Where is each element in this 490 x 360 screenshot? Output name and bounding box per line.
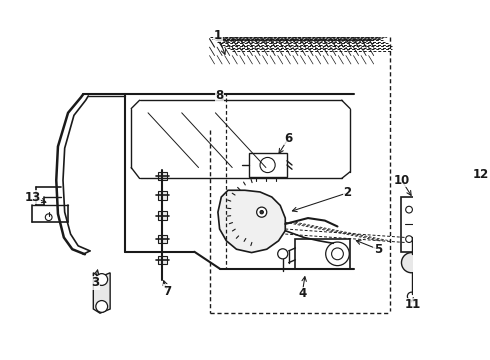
Circle shape [406,236,413,243]
Bar [401,197,439,252]
Bar [249,153,287,177]
Circle shape [96,274,108,285]
Circle shape [401,253,422,273]
Text: 12: 12 [472,168,489,181]
Circle shape [407,292,416,301]
Text: 7: 7 [163,285,172,298]
Text: 10: 10 [393,174,410,187]
Text: 3: 3 [91,276,99,289]
Bar [158,256,167,264]
Polygon shape [93,273,110,313]
Bar [158,191,167,199]
Bar [158,172,167,180]
Text: 13: 13 [24,190,41,203]
Bar [158,235,167,243]
Circle shape [96,301,108,312]
Bar [158,211,167,220]
Text: 1: 1 [214,29,222,42]
Polygon shape [218,190,285,253]
Text: 2: 2 [343,186,352,199]
Text: 8: 8 [216,90,224,103]
Text: 6: 6 [285,131,293,145]
Bar [481,180,490,260]
Circle shape [406,206,413,213]
Text: 9: 9 [489,186,490,199]
Bar [295,239,350,269]
Circle shape [260,211,264,214]
Text: 11: 11 [405,298,421,311]
Circle shape [257,207,267,217]
Circle shape [476,190,490,207]
Text: 4: 4 [298,287,306,300]
Text: 5: 5 [374,243,382,256]
